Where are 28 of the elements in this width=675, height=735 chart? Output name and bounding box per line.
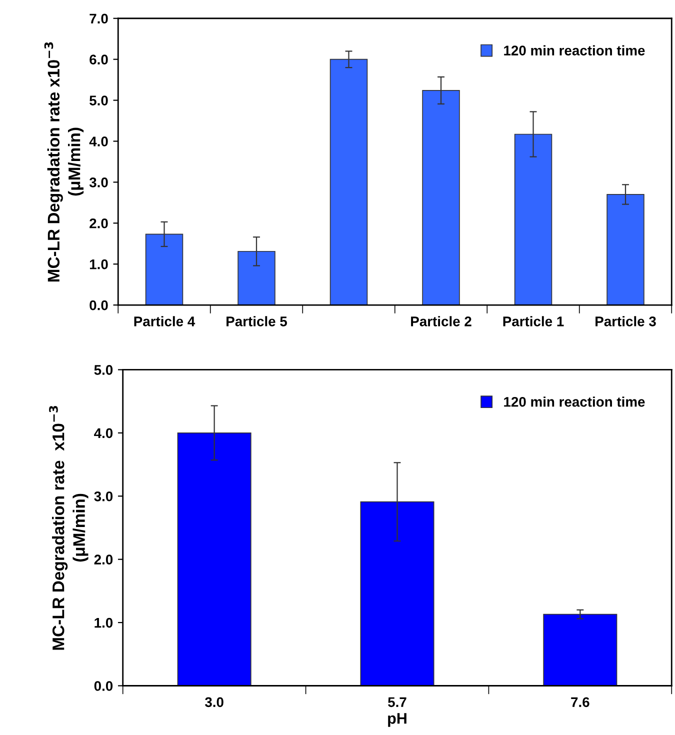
y-tick-label: 6.0 [90, 54, 108, 64]
x-tick-label: Particle 3 [596, 316, 656, 326]
y-tick-label: 5.0 [94, 365, 113, 375]
x-tick-label: Particle 2 [411, 316, 472, 326]
x-tick-label: Particle 1 [503, 316, 564, 326]
y-tick-label: 3.0 [94, 491, 113, 502]
y-tick-label: 1.0 [94, 618, 113, 628]
y-tick-label: 7.0 [90, 14, 108, 24]
x-axis-title: pH [388, 713, 406, 727]
y-tick-label: 0.0 [90, 300, 108, 310]
y-tick-label: 2.0 [94, 554, 113, 565]
x-tick-label: 5.7 [388, 697, 406, 708]
x-tick-label: Particle 4 [134, 316, 196, 326]
x-tick-label: Particle 5 [226, 316, 287, 326]
y-tick-label: 5.0 [90, 96, 108, 106]
legend-label: 120 min reaction time [504, 45, 645, 56]
y-tick-label: 2.0 [90, 218, 108, 228]
x-tick-label: 7.6 [571, 697, 590, 708]
x-tick-label: 3.0 [204, 697, 224, 708]
y-tick-label: 4.0 [94, 428, 113, 438]
y-tick-label: 0.0 [94, 681, 113, 691]
y-tick-label: 4.0 [89, 136, 108, 146]
y-tick-label: 1.0 [90, 259, 108, 270]
y-tick-label: 3.0 [89, 178, 108, 188]
text: MC-LR Degradation rate x10$^{−3}$ (μM/min) [44, 42, 84, 282]
text: MC-LR Degradation rate x10$^{−3}$ (μM/min) [49, 406, 88, 650]
bar [543, 614, 618, 686]
legend-label: 120 min reaction time [504, 396, 645, 407]
